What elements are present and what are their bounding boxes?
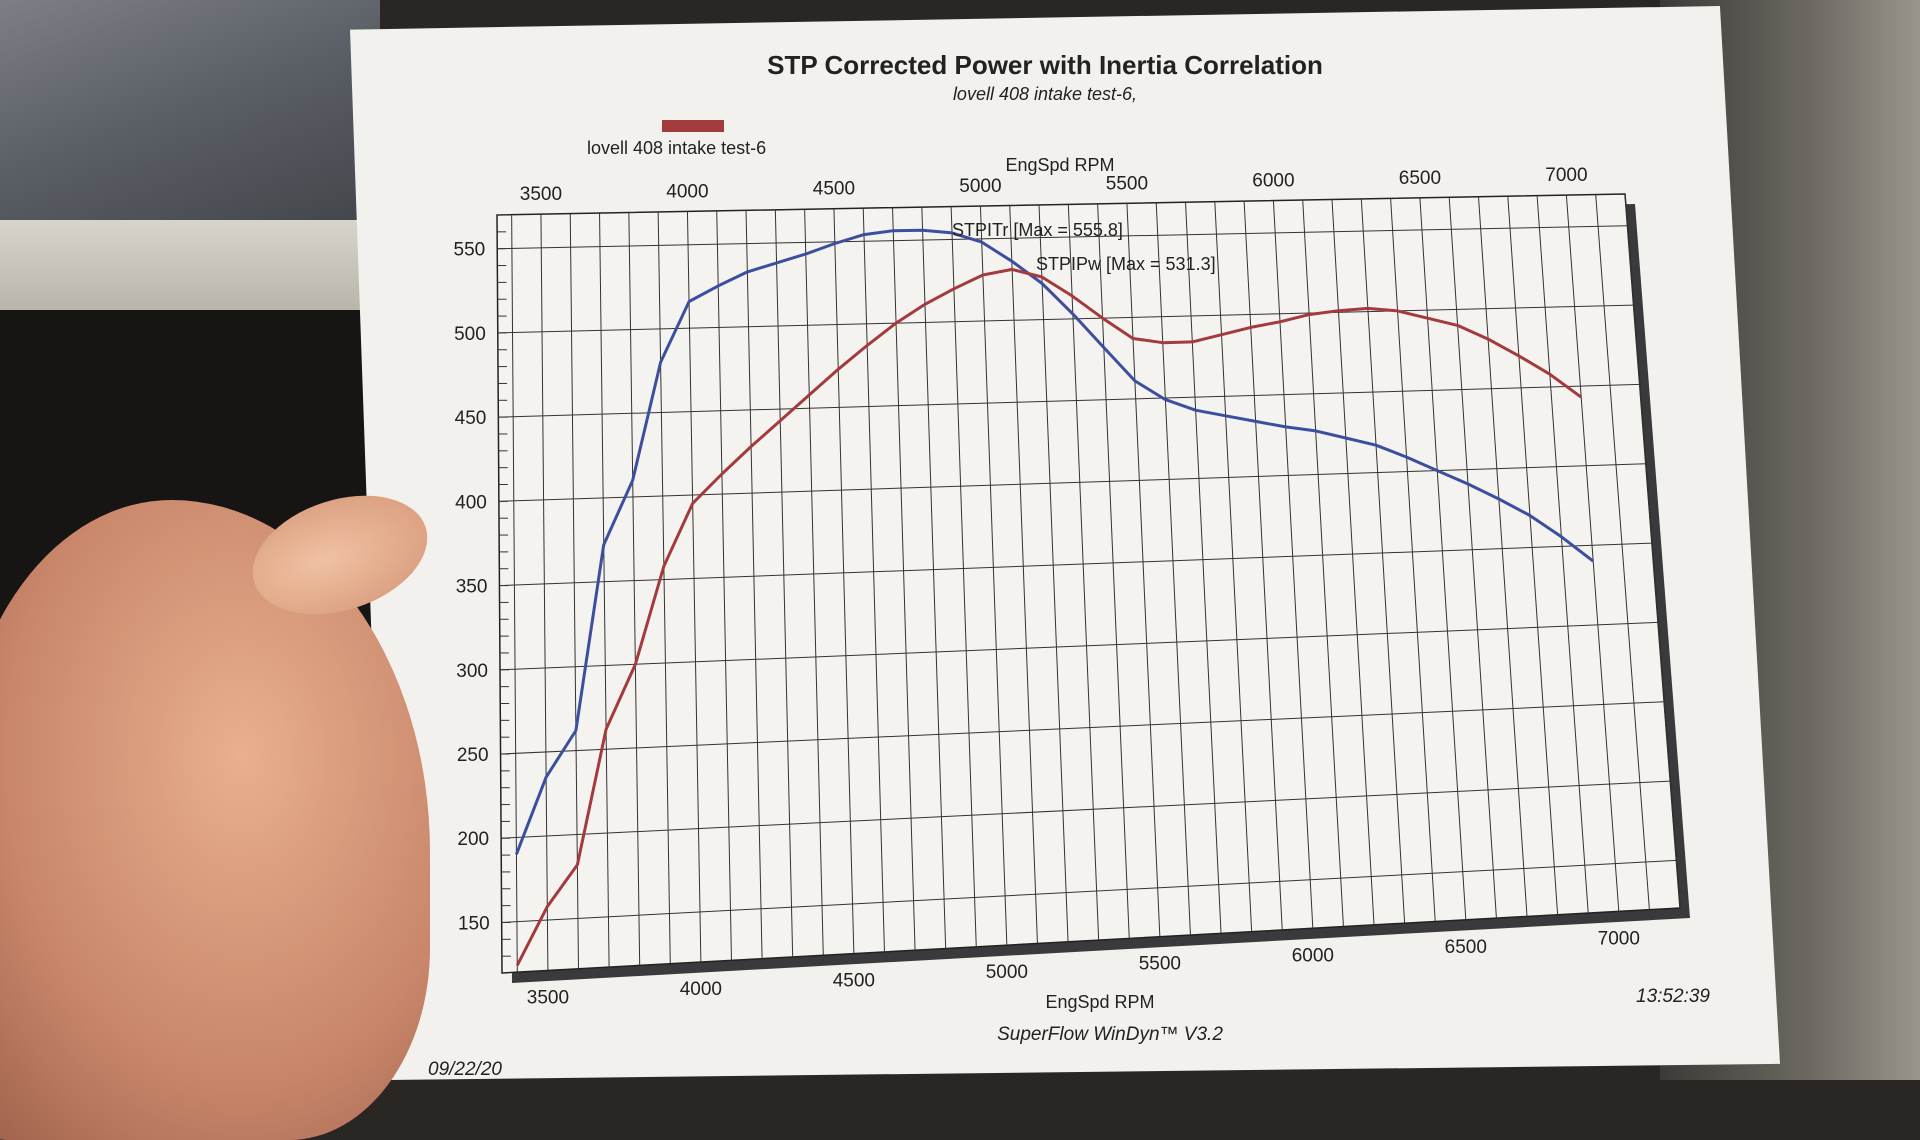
x-tick-label-top: 3500 <box>520 184 562 205</box>
grid-line-horizontal <box>501 859 1677 923</box>
grid-line-vertical <box>1038 204 1069 942</box>
x-tick-label-bottom: 3500 <box>527 987 569 1008</box>
x-tick-label-bottom: 4500 <box>833 971 875 992</box>
x-tick-label-bottom: 4000 <box>680 979 722 1000</box>
legend-swatch <box>662 120 724 132</box>
y-tick-label: 200 <box>457 829 489 850</box>
top-axis-label: EngSpd RPM <box>1005 155 1114 175</box>
x-tick-label-bottom: 5500 <box>1139 954 1181 975</box>
grid-line-vertical <box>774 209 794 957</box>
grid-line-vertical <box>1448 197 1497 919</box>
grid-line-vertical <box>1360 198 1406 924</box>
grid-line-vertical <box>1507 196 1559 915</box>
plot-area <box>496 193 1681 974</box>
grid-line-vertical <box>1155 202 1191 936</box>
grid-line-horizontal <box>499 621 1659 671</box>
footer-date: 09/22/20 <box>428 1059 502 1080</box>
grid-line-vertical <box>1243 201 1283 930</box>
y-tick-label: 400 <box>455 492 487 513</box>
x-tick-label-top: 6500 <box>1399 168 1441 189</box>
grid-line-vertical <box>1185 202 1222 934</box>
grid-line-vertical <box>1009 205 1038 944</box>
grid-line-vertical <box>1097 203 1130 939</box>
grid-line-horizontal <box>497 304 1634 334</box>
background-frame <box>0 220 380 310</box>
x-tick-label-top: 5500 <box>1106 173 1148 194</box>
x-tick-label-top: 5000 <box>959 176 1001 197</box>
grid-line-vertical <box>1067 204 1100 941</box>
grid-line-horizontal <box>500 701 1665 755</box>
grid-line-vertical <box>1214 201 1253 932</box>
y-tick-label: 350 <box>456 577 488 598</box>
series-line-stpipw <box>515 267 1583 967</box>
dyno-chart: STP Corrected Power with Inertia Correla… <box>428 50 1710 1080</box>
grid-line-vertical <box>1624 193 1681 909</box>
grid-line-horizontal <box>498 463 1646 502</box>
grid-line-vertical <box>716 210 732 961</box>
grid-line-horizontal <box>499 542 1652 587</box>
y-tick-label: 300 <box>456 661 488 682</box>
x-tick-label-bottom: 5000 <box>986 962 1028 983</box>
grid-line-vertical <box>804 209 824 956</box>
chart-title: STP Corrected Power with Inertia Correla… <box>767 50 1323 80</box>
grid-line-vertical <box>1536 195 1589 914</box>
bottom-axis-label: EngSpd RPM <box>1045 992 1154 1012</box>
series-line-stpitr <box>515 228 1595 855</box>
grid-line-vertical <box>1478 196 1528 917</box>
grid-line-vertical <box>1126 203 1161 937</box>
series-annotation-stpitr: STPITr [Max = 555.8] <box>952 220 1123 240</box>
grid-line-vertical <box>686 211 702 963</box>
x-tick-label-bottom: 6000 <box>1292 945 1334 966</box>
grid-line-horizontal <box>501 780 1671 839</box>
x-tick-label-top: 6000 <box>1252 171 1294 192</box>
grid-line-vertical <box>950 206 977 947</box>
series-annotation-stpipw: STPIPw [Max = 531.3] <box>1036 254 1216 274</box>
grid-line-vertical <box>657 211 671 964</box>
grid-line-vertical <box>1331 199 1375 925</box>
grid-line-vertical <box>569 213 579 969</box>
y-tick-label: 450 <box>455 408 487 429</box>
x-tick-label-bottom: 6500 <box>1445 937 1487 958</box>
grid-line-vertical <box>892 207 916 951</box>
grid-line-vertical <box>511 214 518 973</box>
footer-time: 13:52:39 <box>1636 986 1710 1007</box>
grid-line-vertical <box>628 212 641 966</box>
y-tick-label: 150 <box>458 913 490 934</box>
footer-software: SuperFlow WinDyn™ V3.2 <box>997 1024 1223 1045</box>
grid-line-vertical <box>599 213 610 968</box>
grid-line-vertical <box>862 208 885 952</box>
grid-line-vertical <box>833 208 855 954</box>
x-tick-label-bottom: 7000 <box>1598 928 1640 949</box>
y-tick-label: 500 <box>454 324 486 345</box>
grid-line-vertical <box>745 210 763 959</box>
grid-line-vertical <box>1390 198 1436 922</box>
x-tick-label-top: 4000 <box>666 181 708 202</box>
grid-line-vertical <box>1302 199 1344 927</box>
y-tick-label: 250 <box>457 745 489 766</box>
grid-line-vertical <box>921 207 947 949</box>
grid-line-vertical <box>540 214 549 971</box>
grid-line-vertical <box>979 205 1008 946</box>
grid-line-horizontal <box>497 225 1628 250</box>
legend-label: lovell 408 intake test-6 <box>587 138 766 158</box>
grid-line-vertical <box>1595 194 1650 910</box>
x-tick-label-top: 4500 <box>813 179 855 200</box>
grid-line-vertical <box>1565 195 1620 912</box>
chart-subtitle: lovell 408 intake test-6, <box>953 84 1137 104</box>
x-tick-label-top: 7000 <box>1545 165 1587 186</box>
y-tick-label: 550 <box>454 240 486 261</box>
grid-line-horizontal <box>498 383 1640 418</box>
